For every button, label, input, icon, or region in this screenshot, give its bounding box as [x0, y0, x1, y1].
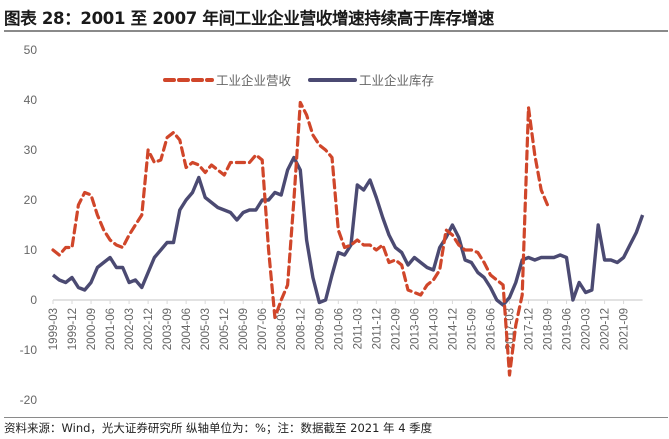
revenue-line: [51, 100, 550, 377]
x-tick-label: 2011-12: [371, 308, 383, 349]
x-tick-label: 2008-12: [295, 308, 307, 350]
x-tick-label: 2011-03: [352, 308, 364, 349]
footer-divider: [4, 417, 668, 418]
source-note: 资料来源：Wind，光大证券研究所 纵轴单位为：%；注：数据截至 2021 年 …: [4, 421, 433, 435]
x-tick-label: 2000-09: [86, 308, 98, 350]
y-tick-label: 40: [24, 93, 38, 107]
chart-title: 图表 28：2001 至 2007 年间工业企业营收增速持续高于库存增速: [4, 9, 494, 28]
x-tick-label: 2016-06: [485, 308, 497, 350]
x-tick-label: 2019-06: [562, 308, 574, 350]
x-tick-label: 2010-06: [333, 308, 345, 350]
legend-revenue-label: 工业企业营收: [216, 73, 292, 88]
x-tick-label: 2020-03: [581, 308, 593, 350]
y-tick-label: -20: [20, 393, 38, 407]
y-tick-label: 50: [24, 43, 38, 57]
x-axis: 1999-03 1999-12 2000-09 2001-06 2002-03 2002-…: [48, 299, 643, 350]
x-tick-label: 2006-09: [238, 308, 250, 350]
x-tick-label: 1999-03: [48, 308, 60, 350]
x-tick-label: 2021-09: [619, 308, 631, 350]
x-tick-label: 2017-12: [524, 308, 536, 350]
x-tick-label: 2008-03: [276, 308, 288, 350]
x-tick-label: 2014-12: [447, 308, 459, 350]
inventory-line: [51, 155, 645, 307]
x-tick-label: 2005-12: [219, 308, 231, 350]
x-tick-label: 2002-03: [124, 308, 136, 350]
x-tick-label: 2014-03: [428, 308, 440, 350]
x-tick-label: 2002-12: [143, 308, 155, 350]
legend-inventory-label: 工业企业库存: [359, 73, 434, 88]
x-tick-label: 2013-06: [409, 308, 421, 350]
y-tick-label: -10: [20, 343, 38, 357]
x-tick-label: 2005-03: [200, 308, 212, 350]
x-tick-label: 2007-06: [257, 308, 269, 350]
x-tick-label: 2020-12: [600, 308, 612, 350]
y-tick-label: 0: [30, 293, 37, 307]
title-divider: [4, 30, 668, 32]
y-tick-label: 10: [24, 243, 38, 257]
x-tick-label: 2009-09: [314, 308, 326, 350]
x-tick-label: 2018-09: [543, 308, 555, 350]
y-axis-ticks: 50 40 30 20 10 0 -10 -20: [20, 43, 38, 407]
y-tick-label: 20: [24, 193, 38, 207]
x-tick-label: 2012-09: [390, 308, 402, 350]
x-tick-label: 2001-06: [105, 308, 117, 350]
x-tick-label: 2003-09: [162, 308, 174, 350]
y-tick-label: 30: [24, 143, 38, 157]
x-tick-label: 2004-06: [181, 308, 193, 350]
x-tick-label: 2015-09: [466, 308, 478, 350]
chart-legend: 工业企业营收 工业企业库存: [163, 73, 434, 88]
x-tick-label: 1999-12: [67, 308, 79, 350]
chart-series: [51, 100, 645, 377]
